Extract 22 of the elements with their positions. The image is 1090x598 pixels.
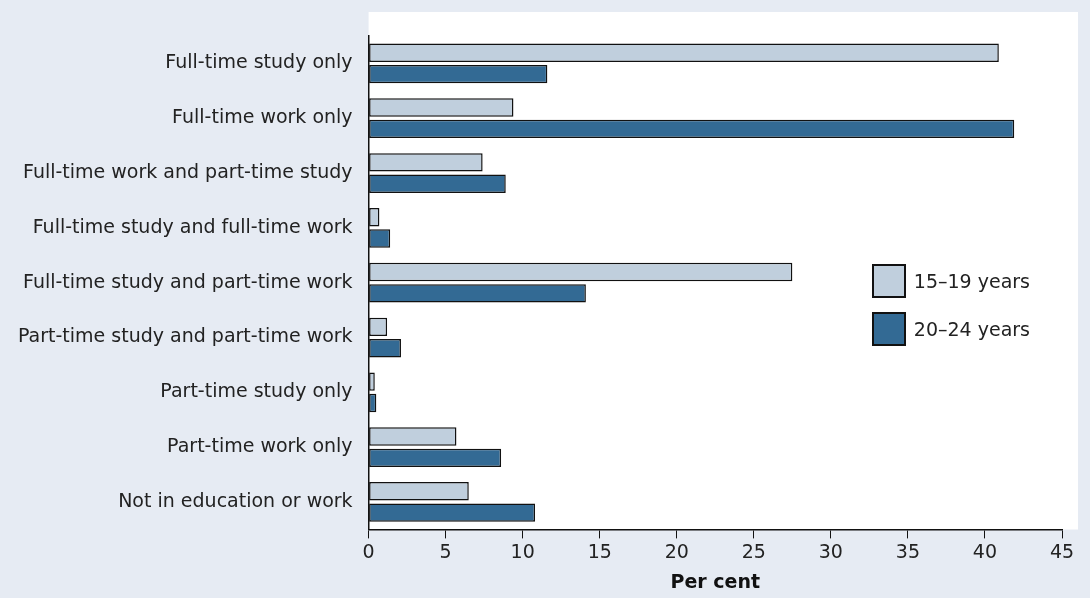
y-tick-label: Full-time study and part-time work [23, 269, 353, 292]
x-tick-label: 35 [895, 539, 921, 562]
x-tick-label: 10 [510, 539, 535, 562]
legend-label: 15–19 years [913, 270, 1030, 292]
y-tick-label: Part-time work only [167, 434, 353, 457]
legend-label: 20–24 years [913, 318, 1030, 340]
x-tick-label: 25 [741, 539, 766, 562]
x-tick-label: 40 [972, 539, 998, 562]
x-tick-label: 30 [818, 539, 843, 562]
y-tick-label: Full-time study only [165, 50, 353, 73]
y-tick-label: Part-time study only [160, 379, 353, 402]
x-tick-label: 20 [664, 539, 689, 562]
y-tick-label: Full-time study and full-time work [32, 214, 353, 237]
y-tick-label: Part-time study and part-time work [17, 324, 353, 347]
x-tick-label: 45 [1049, 539, 1075, 562]
y-tick-label: Not in education or work [118, 488, 353, 511]
x-tick-label: 5 [439, 539, 452, 562]
y-tick-label: Full-time work only [172, 105, 353, 128]
x-tick-label: 15 [587, 539, 612, 562]
y-tick-label: Full-time work and part-time study [23, 159, 353, 182]
x-axis-title: Per cent [670, 569, 761, 592]
x-tick-label: 0 [362, 539, 375, 562]
